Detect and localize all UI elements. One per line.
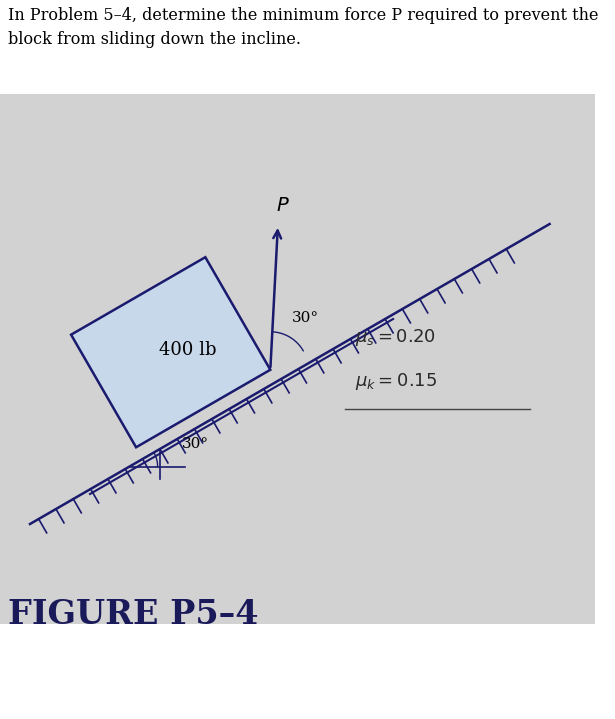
Text: FIGURE P5–4: FIGURE P5–4 [8, 598, 258, 631]
Text: 400 lb: 400 lb [159, 341, 217, 359]
Text: In Problem 5–4, determine the minimum force P required to prevent the
block from: In Problem 5–4, determine the minimum fo… [8, 7, 598, 47]
Polygon shape [71, 257, 271, 447]
Text: $\mu_k = 0.15$: $\mu_k = 0.15$ [355, 370, 437, 392]
Text: $\mu_s = 0.20$: $\mu_s = 0.20$ [355, 326, 435, 347]
Text: $P$: $P$ [276, 197, 290, 215]
Bar [0, 0, 615, 104]
Text: 30°: 30° [181, 436, 208, 451]
Bar [0, 94, 595, 624]
Text: 30°: 30° [292, 311, 319, 325]
